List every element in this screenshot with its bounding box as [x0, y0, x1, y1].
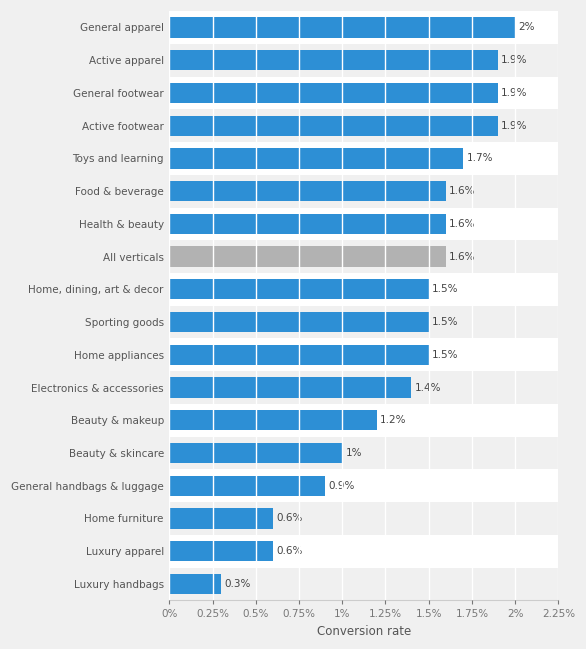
Text: 1.5%: 1.5%	[432, 284, 458, 295]
X-axis label: Conversion rate: Conversion rate	[317, 625, 411, 638]
Bar	[169, 18, 515, 38]
Bar	[169, 208, 558, 240]
Bar	[169, 214, 446, 234]
Bar	[169, 345, 429, 365]
Bar	[169, 273, 558, 306]
Text: 1.7%: 1.7%	[466, 153, 493, 164]
Bar	[169, 247, 446, 267]
Bar	[169, 378, 411, 398]
Text: 1.6%: 1.6%	[449, 252, 476, 262]
Bar	[169, 541, 273, 561]
Bar	[169, 437, 558, 469]
Bar	[169, 568, 558, 600]
Bar	[169, 404, 558, 437]
Bar	[169, 279, 429, 299]
Bar	[169, 116, 498, 136]
Bar	[169, 476, 325, 496]
Bar	[169, 371, 558, 404]
Bar	[169, 83, 498, 103]
Text: 1.9%: 1.9%	[501, 121, 527, 130]
Bar	[169, 77, 558, 109]
Bar	[169, 306, 558, 338]
Text: 0.3%: 0.3%	[224, 579, 251, 589]
Text: 1.9%: 1.9%	[501, 55, 527, 65]
Bar	[169, 240, 558, 273]
Text: 0.6%: 0.6%	[276, 513, 302, 524]
Bar	[169, 44, 558, 77]
Text: 2%: 2%	[518, 23, 535, 32]
Text: 1.4%: 1.4%	[414, 382, 441, 393]
Bar	[169, 574, 222, 594]
Bar	[169, 11, 558, 44]
Text: 1%: 1%	[345, 448, 362, 458]
Bar	[169, 410, 377, 430]
Text: 1.6%: 1.6%	[449, 186, 476, 196]
Bar	[169, 109, 558, 142]
Text: 0.9%: 0.9%	[328, 481, 355, 491]
Text: 1.2%: 1.2%	[380, 415, 407, 425]
Bar	[169, 181, 446, 201]
Bar	[169, 312, 429, 332]
Text: 1.6%: 1.6%	[449, 219, 476, 229]
Bar	[169, 535, 558, 568]
Bar	[169, 148, 464, 169]
Bar	[169, 142, 558, 175]
Bar	[169, 338, 558, 371]
Text: 1.9%: 1.9%	[501, 88, 527, 98]
Bar	[169, 502, 558, 535]
Bar	[169, 50, 498, 70]
Bar	[169, 175, 558, 208]
Text: 1.5%: 1.5%	[432, 317, 458, 327]
Bar	[169, 508, 273, 529]
Bar	[169, 443, 342, 463]
Bar	[169, 469, 558, 502]
Text: 0.6%: 0.6%	[276, 546, 302, 556]
Text: 1.5%: 1.5%	[432, 350, 458, 360]
